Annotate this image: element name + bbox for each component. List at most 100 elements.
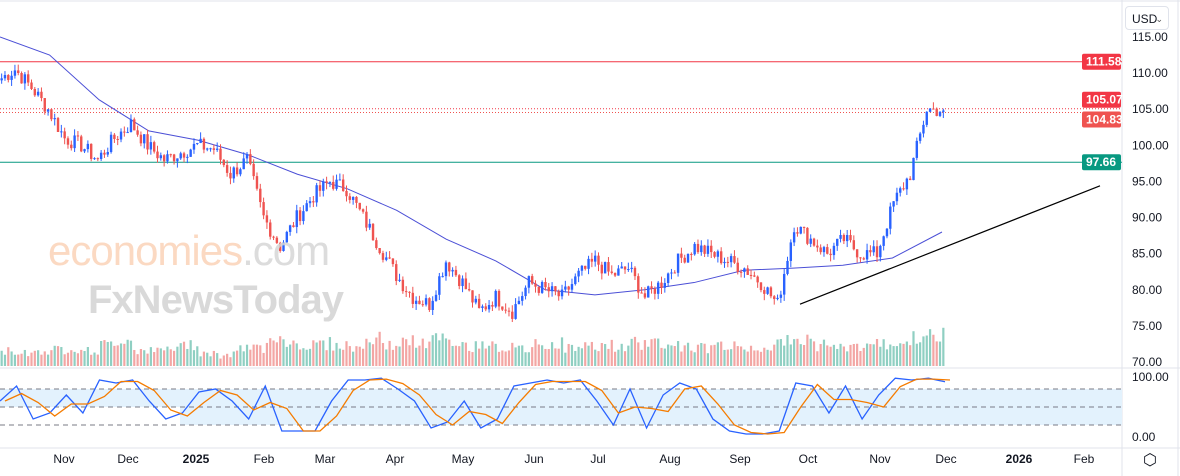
volume-bar <box>501 350 504 366</box>
moving-average <box>0 36 943 296</box>
horizontal-levels[interactable] <box>0 61 1122 163</box>
volume-bar <box>252 344 255 366</box>
volume-bar <box>40 354 43 366</box>
time-axis[interactable]: Nov Dec 2025 Feb Mar Apr May Jun Jul Aug Sep Oct Nov… <box>53 452 1094 466</box>
volume-bar <box>259 345 262 366</box>
volume-bar <box>856 343 859 366</box>
volume-bar <box>381 343 385 366</box>
candle-body <box>802 226 806 228</box>
candle-body <box>544 281 547 288</box>
volume-bar <box>650 339 653 366</box>
time-tick-label: 2025 <box>183 452 210 466</box>
volume-bar <box>928 329 932 366</box>
candle-body <box>53 118 56 120</box>
candle-body <box>703 245 706 254</box>
volume-bar <box>163 350 166 366</box>
volume-bar <box>27 356 30 366</box>
price-tag-label: 105.07 <box>1086 93 1123 107</box>
volume-bar <box>905 341 908 366</box>
candle-body <box>643 293 647 298</box>
candle-body <box>421 304 424 306</box>
volume-bar <box>600 342 603 366</box>
time-tick-label: Nov <box>869 452 890 466</box>
candle-body <box>650 286 653 289</box>
watermark-text: economies <box>48 227 243 274</box>
candle-body <box>739 271 743 273</box>
volume-bar <box>20 353 23 366</box>
candle-body <box>852 240 856 250</box>
candle-body <box>162 155 166 162</box>
candle-body <box>206 148 209 150</box>
volume-bar <box>3 354 7 366</box>
volume-bar <box>696 344 700 366</box>
price-axis[interactable]: 115.00 110.00 105.00 100.00 95.00 90.00 85.00 8… <box>1132 30 1169 444</box>
volume-bar <box>935 341 938 366</box>
candle-body <box>676 253 680 273</box>
volume-bar <box>773 344 776 366</box>
candle-body <box>464 278 468 290</box>
time-tick-label: Nov <box>53 452 74 466</box>
volume-bar <box>395 345 398 366</box>
stochastic-tick-label: 0.00 <box>1132 430 1156 444</box>
candle-body <box>146 134 149 150</box>
currency-selector[interactable]: USD ⌄ <box>1125 6 1169 30</box>
volume-bar <box>43 351 46 366</box>
candle-body <box>647 286 650 298</box>
candle-body <box>269 222 272 237</box>
volume-bar <box>10 351 13 366</box>
volume-bar <box>541 345 544 366</box>
volume-bar <box>216 353 219 366</box>
price-tags: 111.58 105.07 104.83 97.66 <box>1082 53 1123 171</box>
candle-body <box>3 75 7 79</box>
candle-body <box>580 265 584 271</box>
volume-bar <box>494 343 497 366</box>
candle-body <box>149 142 153 150</box>
volume-bar <box>448 339 451 366</box>
candle-body <box>733 256 736 263</box>
volume-bar <box>169 349 172 366</box>
candle-body <box>242 158 245 170</box>
volume-bar <box>60 347 63 366</box>
time-tick-label: Mar <box>315 452 336 466</box>
volume-bar <box>789 344 792 366</box>
trendline[interactable] <box>799 185 1101 305</box>
candle-body <box>918 133 922 141</box>
candle-body <box>812 238 816 246</box>
candle-body <box>458 275 461 287</box>
volume-bar <box>275 342 278 366</box>
volume-bar <box>239 345 242 366</box>
candle-body <box>481 306 484 308</box>
candle-body <box>925 111 928 125</box>
candle-body <box>43 98 46 112</box>
settings-icon[interactable]: ⬡ <box>1143 452 1157 469</box>
candle-body <box>295 210 298 228</box>
volume-bar <box>570 344 574 366</box>
candle-body <box>305 203 308 212</box>
candle-body <box>186 156 189 158</box>
volume-bar <box>630 338 633 366</box>
candle-body <box>779 294 783 298</box>
volume-bar <box>116 345 119 366</box>
candle-body <box>365 211 368 228</box>
volume-bar <box>305 349 308 366</box>
volume-bar <box>484 348 487 366</box>
candle-body <box>351 196 355 200</box>
volume-bar <box>537 344 540 366</box>
time-tick-label: Feb <box>1074 452 1095 466</box>
volume-bar <box>706 353 710 366</box>
candle-body <box>26 74 30 83</box>
candle-body <box>600 264 604 274</box>
candle-body <box>451 269 454 272</box>
candle-body <box>133 119 136 131</box>
candle-body <box>288 225 292 232</box>
candle-body <box>683 257 686 263</box>
volume-bar <box>83 351 86 366</box>
candle-body <box>869 250 872 253</box>
price-tick-label: 100.00 <box>1132 138 1169 152</box>
volume-bar <box>418 345 421 366</box>
moving-average-line <box>0 36 943 296</box>
candle-body <box>381 253 385 260</box>
volume-bar <box>279 336 282 366</box>
volume-bar <box>932 334 935 366</box>
